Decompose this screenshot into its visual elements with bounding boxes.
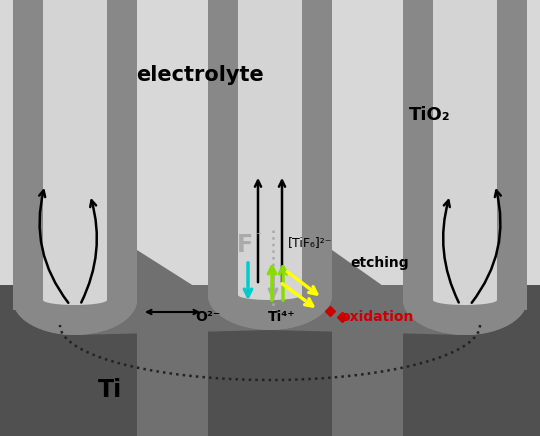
Bar bbox=[403, 285, 433, 300]
Bar bbox=[107, 285, 137, 300]
Bar bbox=[302, 285, 332, 295]
Polygon shape bbox=[208, 295, 332, 330]
Polygon shape bbox=[43, 300, 107, 305]
Polygon shape bbox=[13, 300, 137, 335]
Text: O²⁻: O²⁻ bbox=[195, 310, 221, 324]
Bar bbox=[43, 0, 107, 310]
Bar bbox=[107, 0, 137, 310]
Bar bbox=[43, 285, 107, 300]
Bar bbox=[208, 0, 238, 310]
Bar bbox=[208, 285, 238, 295]
Text: etching: etching bbox=[350, 256, 409, 270]
Bar bbox=[433, 0, 497, 310]
Polygon shape bbox=[270, 250, 465, 335]
Text: Ti⁴⁺: Ti⁴⁺ bbox=[268, 310, 296, 324]
Polygon shape bbox=[75, 250, 270, 335]
Bar bbox=[0, 285, 540, 436]
Text: Ti: Ti bbox=[98, 378, 122, 402]
Polygon shape bbox=[403, 300, 527, 335]
Polygon shape bbox=[238, 295, 302, 300]
Polygon shape bbox=[13, 300, 137, 335]
Bar bbox=[238, 285, 302, 295]
Bar bbox=[302, 0, 332, 310]
Bar bbox=[13, 285, 43, 300]
Text: TiO₂: TiO₂ bbox=[409, 106, 451, 124]
Text: [TiF₆]²⁻: [TiF₆]²⁻ bbox=[288, 236, 333, 249]
Bar bbox=[137, 285, 208, 436]
Bar bbox=[332, 285, 403, 436]
Bar bbox=[0, 285, 540, 436]
Text: F: F bbox=[237, 233, 253, 257]
Polygon shape bbox=[433, 300, 497, 305]
Text: oxidation: oxidation bbox=[340, 310, 414, 324]
Polygon shape bbox=[208, 295, 332, 330]
Polygon shape bbox=[43, 300, 107, 305]
Bar bbox=[238, 0, 302, 310]
Bar bbox=[433, 285, 497, 300]
Polygon shape bbox=[238, 295, 302, 300]
Bar bbox=[13, 0, 43, 310]
Bar bbox=[497, 0, 527, 310]
Text: ⁻: ⁻ bbox=[254, 230, 262, 244]
Polygon shape bbox=[433, 300, 497, 305]
Bar bbox=[403, 0, 433, 310]
Bar bbox=[497, 285, 527, 300]
Polygon shape bbox=[403, 300, 527, 335]
Text: electrolyte: electrolyte bbox=[136, 65, 264, 85]
